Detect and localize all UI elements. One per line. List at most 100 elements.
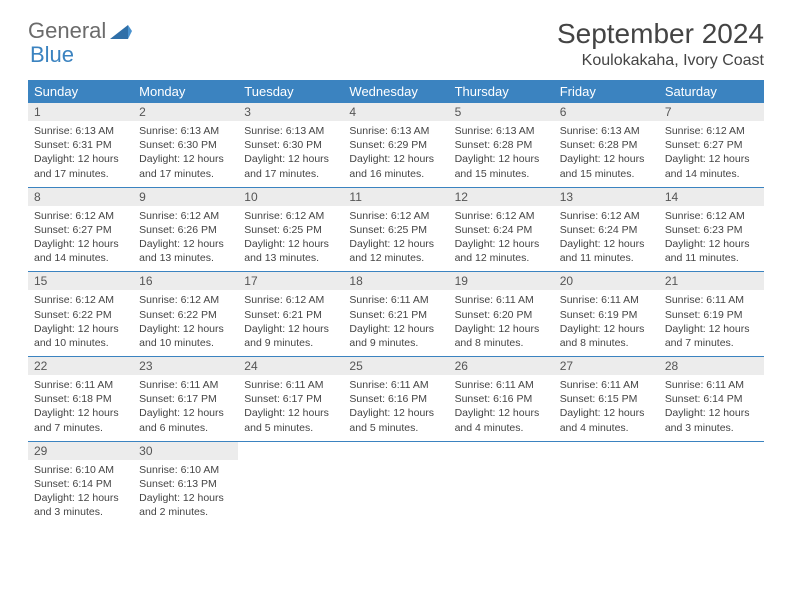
month-title: September 2024 <box>557 18 764 50</box>
day-body: Sunrise: 6:12 AMSunset: 6:24 PMDaylight:… <box>554 206 659 272</box>
day-body: Sunrise: 6:12 AMSunset: 6:21 PMDaylight:… <box>238 290 343 356</box>
day-number: 11 <box>343 188 448 206</box>
day-body: Sunrise: 6:10 AMSunset: 6:14 PMDaylight:… <box>28 460 133 526</box>
dow-sun: Sunday <box>28 80 133 103</box>
day-cell: 14Sunrise: 6:12 AMSunset: 6:23 PMDayligh… <box>659 187 764 272</box>
day-number: 12 <box>449 188 554 206</box>
day-cell <box>238 441 343 525</box>
day-body: Sunrise: 6:12 AMSunset: 6:22 PMDaylight:… <box>133 290 238 356</box>
day-body: Sunrise: 6:11 AMSunset: 6:15 PMDaylight:… <box>554 375 659 441</box>
day-number: 13 <box>554 188 659 206</box>
day-cell: 11Sunrise: 6:12 AMSunset: 6:25 PMDayligh… <box>343 187 448 272</box>
day-number: 25 <box>343 357 448 375</box>
week-row: 22Sunrise: 6:11 AMSunset: 6:18 PMDayligh… <box>28 357 764 442</box>
day-cell: 27Sunrise: 6:11 AMSunset: 6:15 PMDayligh… <box>554 357 659 442</box>
day-cell: 7Sunrise: 6:12 AMSunset: 6:27 PMDaylight… <box>659 103 764 187</box>
dow-wed: Wednesday <box>343 80 448 103</box>
day-body: Sunrise: 6:11 AMSunset: 6:16 PMDaylight:… <box>343 375 448 441</box>
week-row: 15Sunrise: 6:12 AMSunset: 6:22 PMDayligh… <box>28 272 764 357</box>
day-number: 3 <box>238 103 343 121</box>
day-number: 1 <box>28 103 133 121</box>
logo-triangle-icon <box>110 23 132 41</box>
day-cell: 29Sunrise: 6:10 AMSunset: 6:14 PMDayligh… <box>28 441 133 525</box>
day-number: 16 <box>133 272 238 290</box>
day-body: Sunrise: 6:11 AMSunset: 6:20 PMDaylight:… <box>449 290 554 356</box>
day-body: Sunrise: 6:12 AMSunset: 6:25 PMDaylight:… <box>343 206 448 272</box>
day-cell: 21Sunrise: 6:11 AMSunset: 6:19 PMDayligh… <box>659 272 764 357</box>
day-number: 20 <box>554 272 659 290</box>
day-body: Sunrise: 6:12 AMSunset: 6:22 PMDaylight:… <box>28 290 133 356</box>
location: Koulokakaha, Ivory Coast <box>557 52 764 70</box>
calendar-table: Sunday Monday Tuesday Wednesday Thursday… <box>28 80 764 525</box>
day-number: 26 <box>449 357 554 375</box>
day-number: 29 <box>28 442 133 460</box>
day-body: Sunrise: 6:12 AMSunset: 6:27 PMDaylight:… <box>659 121 764 187</box>
calendar-page: General September 2024 Koulokakaha, Ivor… <box>0 0 792 543</box>
day-body: Sunrise: 6:13 AMSunset: 6:30 PMDaylight:… <box>238 121 343 187</box>
day-number: 2 <box>133 103 238 121</box>
day-cell: 28Sunrise: 6:11 AMSunset: 6:14 PMDayligh… <box>659 357 764 442</box>
day-cell: 8Sunrise: 6:12 AMSunset: 6:27 PMDaylight… <box>28 187 133 272</box>
day-body: Sunrise: 6:10 AMSunset: 6:13 PMDaylight:… <box>133 460 238 526</box>
day-cell: 10Sunrise: 6:12 AMSunset: 6:25 PMDayligh… <box>238 187 343 272</box>
day-body: Sunrise: 6:13 AMSunset: 6:28 PMDaylight:… <box>449 121 554 187</box>
day-number: 27 <box>554 357 659 375</box>
day-number: 21 <box>659 272 764 290</box>
day-cell: 24Sunrise: 6:11 AMSunset: 6:17 PMDayligh… <box>238 357 343 442</box>
day-number: 18 <box>343 272 448 290</box>
logo-text-1: General <box>28 18 106 44</box>
day-body: Sunrise: 6:12 AMSunset: 6:26 PMDaylight:… <box>133 206 238 272</box>
day-number: 23 <box>133 357 238 375</box>
day-cell <box>659 441 764 525</box>
day-body: Sunrise: 6:12 AMSunset: 6:25 PMDaylight:… <box>238 206 343 272</box>
day-cell: 5Sunrise: 6:13 AMSunset: 6:28 PMDaylight… <box>449 103 554 187</box>
calendar-body: 1Sunrise: 6:13 AMSunset: 6:31 PMDaylight… <box>28 103 764 525</box>
title-block: September 2024 Koulokakaha, Ivory Coast <box>557 18 764 70</box>
day-body: Sunrise: 6:13 AMSunset: 6:30 PMDaylight:… <box>133 121 238 187</box>
day-cell <box>449 441 554 525</box>
dow-fri: Friday <box>554 80 659 103</box>
day-cell: 9Sunrise: 6:12 AMSunset: 6:26 PMDaylight… <box>133 187 238 272</box>
day-body: Sunrise: 6:13 AMSunset: 6:29 PMDaylight:… <box>343 121 448 187</box>
day-cell: 1Sunrise: 6:13 AMSunset: 6:31 PMDaylight… <box>28 103 133 187</box>
day-body: Sunrise: 6:11 AMSunset: 6:19 PMDaylight:… <box>554 290 659 356</box>
dow-sat: Saturday <box>659 80 764 103</box>
day-cell: 15Sunrise: 6:12 AMSunset: 6:22 PMDayligh… <box>28 272 133 357</box>
day-cell <box>554 441 659 525</box>
day-number: 8 <box>28 188 133 206</box>
day-body: Sunrise: 6:11 AMSunset: 6:17 PMDaylight:… <box>133 375 238 441</box>
week-row: 29Sunrise: 6:10 AMSunset: 6:14 PMDayligh… <box>28 441 764 525</box>
day-body: Sunrise: 6:11 AMSunset: 6:14 PMDaylight:… <box>659 375 764 441</box>
week-row: 1Sunrise: 6:13 AMSunset: 6:31 PMDaylight… <box>28 103 764 187</box>
day-cell: 4Sunrise: 6:13 AMSunset: 6:29 PMDaylight… <box>343 103 448 187</box>
day-body: Sunrise: 6:12 AMSunset: 6:27 PMDaylight:… <box>28 206 133 272</box>
day-body: Sunrise: 6:11 AMSunset: 6:21 PMDaylight:… <box>343 290 448 356</box>
day-body: Sunrise: 6:13 AMSunset: 6:28 PMDaylight:… <box>554 121 659 187</box>
day-cell: 25Sunrise: 6:11 AMSunset: 6:16 PMDayligh… <box>343 357 448 442</box>
day-body: Sunrise: 6:11 AMSunset: 6:18 PMDaylight:… <box>28 375 133 441</box>
day-cell: 17Sunrise: 6:12 AMSunset: 6:21 PMDayligh… <box>238 272 343 357</box>
day-cell <box>343 441 448 525</box>
day-cell: 26Sunrise: 6:11 AMSunset: 6:16 PMDayligh… <box>449 357 554 442</box>
day-cell: 13Sunrise: 6:12 AMSunset: 6:24 PMDayligh… <box>554 187 659 272</box>
dow-tue: Tuesday <box>238 80 343 103</box>
day-cell: 23Sunrise: 6:11 AMSunset: 6:17 PMDayligh… <box>133 357 238 442</box>
day-body: Sunrise: 6:12 AMSunset: 6:23 PMDaylight:… <box>659 206 764 272</box>
day-number: 15 <box>28 272 133 290</box>
day-number: 9 <box>133 188 238 206</box>
day-body: Sunrise: 6:12 AMSunset: 6:24 PMDaylight:… <box>449 206 554 272</box>
day-cell: 18Sunrise: 6:11 AMSunset: 6:21 PMDayligh… <box>343 272 448 357</box>
day-number: 7 <box>659 103 764 121</box>
day-cell: 6Sunrise: 6:13 AMSunset: 6:28 PMDaylight… <box>554 103 659 187</box>
dow-mon: Monday <box>133 80 238 103</box>
day-cell: 16Sunrise: 6:12 AMSunset: 6:22 PMDayligh… <box>133 272 238 357</box>
logo: General <box>28 18 132 44</box>
logo-text-2: Blue <box>30 42 74 68</box>
day-number: 6 <box>554 103 659 121</box>
day-cell: 12Sunrise: 6:12 AMSunset: 6:24 PMDayligh… <box>449 187 554 272</box>
week-row: 8Sunrise: 6:12 AMSunset: 6:27 PMDaylight… <box>28 187 764 272</box>
day-number: 22 <box>28 357 133 375</box>
day-number: 14 <box>659 188 764 206</box>
day-number: 4 <box>343 103 448 121</box>
day-number: 17 <box>238 272 343 290</box>
